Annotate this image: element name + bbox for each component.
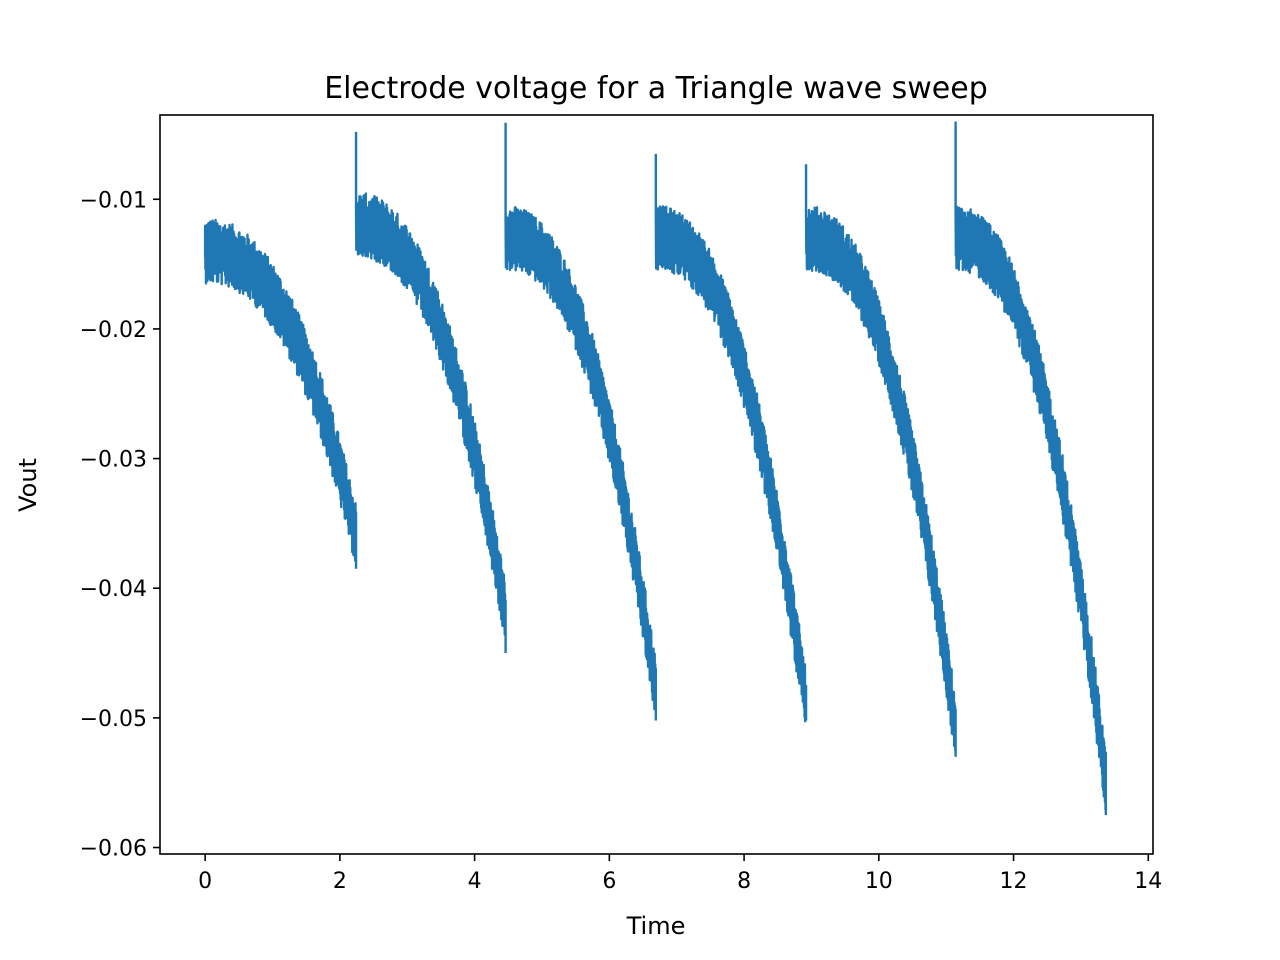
y-tick-label: −0.01: [80, 188, 147, 213]
chart-title: Electrode voltage for a Triangle wave sw…: [324, 71, 988, 106]
series-line-segment-2: [354, 131, 507, 654]
y-tick-label: −0.06: [80, 837, 147, 862]
y-tick-label: −0.03: [80, 448, 147, 473]
x-tick-label: 12: [1000, 869, 1028, 894]
x-tick-label: 14: [1134, 869, 1162, 894]
series-line-segment-6: [954, 121, 1108, 816]
y-axis-label: Vout: [14, 458, 42, 512]
x-tick-label: 4: [468, 869, 482, 894]
x-tick-label: 8: [737, 869, 751, 894]
axes-frame: [159, 114, 1154, 855]
series-line-segment-4: [654, 153, 808, 723]
x-tick-label: 2: [333, 869, 347, 894]
series-line-segment-3: [504, 122, 658, 721]
x-axis: 0 2 4 6 8 10 12 14: [198, 854, 1162, 894]
x-tick-label: 0: [198, 869, 212, 894]
x-axis-label: Time: [626, 912, 686, 940]
y-tick-label: −0.05: [80, 707, 147, 732]
x-tick-label: 10: [865, 869, 893, 894]
y-tick-label: −0.04: [80, 577, 147, 602]
plot-area: [203, 121, 1108, 816]
series-line-segment-5: [804, 164, 957, 757]
x-tick-label: 6: [602, 869, 616, 894]
series-line-segment-1: [203, 218, 358, 569]
y-axis: −0.06 −0.05 −0.04 −0.03 −0.02 −0.01: [80, 188, 160, 862]
y-tick-label: −0.02: [80, 318, 147, 343]
